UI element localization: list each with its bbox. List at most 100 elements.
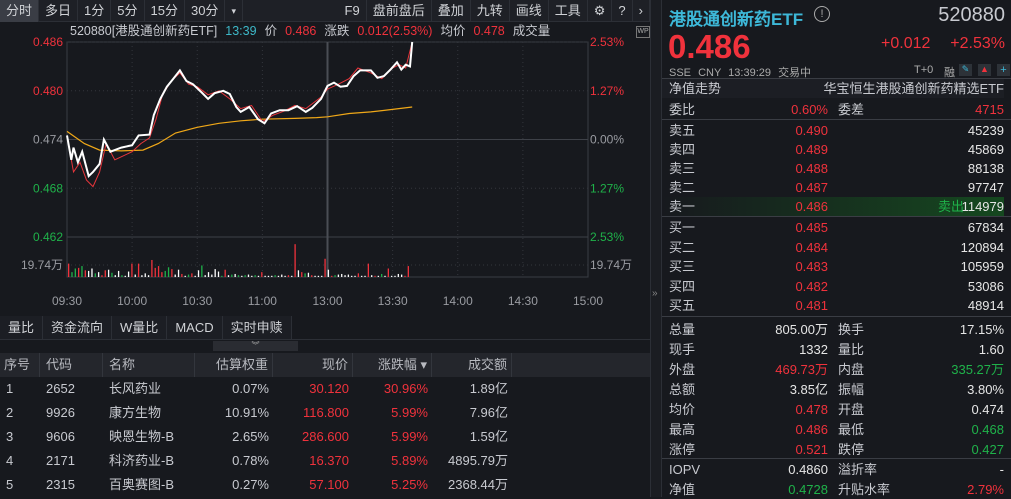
td-sequential-button[interactable]: 九转 bbox=[471, 0, 510, 22]
ask-level[interactable]: 卖三 0.488 88138 bbox=[662, 159, 1004, 178]
overlay-button[interactable]: 叠加 bbox=[432, 0, 471, 22]
level-price: 0.487 bbox=[795, 180, 828, 195]
tab-1min[interactable]: 1分 bbox=[78, 0, 112, 22]
nav-trend-row[interactable]: 净值走势 华宝恒生港股通创新药精选ETF bbox=[662, 79, 1004, 98]
volume-bar bbox=[397, 273, 399, 277]
info-icon[interactable]: ! bbox=[814, 6, 830, 22]
chart-panel: 分时 多日 1分 5分 15分 30分 ▾ F9 盘前盘后 叠加 九转 画线 工… bbox=[0, 0, 650, 497]
volume-bar bbox=[381, 273, 383, 277]
level-label: 买三 bbox=[669, 259, 696, 274]
ask-level[interactable]: 卖四 0.489 45869 bbox=[662, 140, 1004, 159]
x-tick: 13:00 bbox=[312, 294, 342, 308]
row-weight: 2.65% bbox=[232, 429, 269, 444]
gear-icon[interactable]: ⚙ bbox=[588, 0, 613, 22]
tab-intraday[interactable]: 分时 bbox=[0, 0, 40, 22]
collapse-icon[interactable]: ︾ bbox=[213, 341, 298, 351]
ask-level[interactable]: 卖一 0.486 卖出 114979 bbox=[662, 197, 1004, 216]
bid-level[interactable]: 买一 0.485 67834 bbox=[662, 218, 1004, 237]
volume-bar bbox=[147, 275, 150, 277]
tab-w-volume-ratio[interactable]: W量比 bbox=[112, 316, 168, 339]
level-volume: 45869 bbox=[967, 142, 1004, 157]
chevron-right-icon[interactable]: › bbox=[633, 0, 650, 22]
table-row[interactable]: 1 2652 长风药业 0.07% 30.120 30.96% 1.89亿 bbox=[0, 377, 650, 401]
bid-level[interactable]: 买四 0.482 53086 bbox=[662, 277, 1004, 296]
panel-divider[interactable]: » bbox=[650, 0, 662, 497]
col-weight[interactable]: 估算权重 bbox=[195, 353, 273, 377]
tab-30min[interactable]: 30分 bbox=[185, 0, 226, 22]
ask-level[interactable]: 卖五 0.490 45239 bbox=[662, 121, 1004, 140]
intraday-chart[interactable]: 0.486 0.480 0.474 0.468 0.462 2.53% 1.27% 0.00%… bbox=[0, 0, 650, 316]
f9-button[interactable]: F9 bbox=[339, 0, 367, 22]
stat-label: 现手 bbox=[669, 342, 696, 357]
row-code: 2315 bbox=[46, 477, 75, 492]
col-code[interactable]: 代码 bbox=[40, 353, 103, 377]
col-price[interactable]: 现价 bbox=[273, 353, 353, 377]
bid-level[interactable]: 买三 0.483 105959 bbox=[662, 257, 1004, 276]
col-turnover[interactable]: 成交额 bbox=[432, 353, 512, 377]
add-icon[interactable]: + bbox=[997, 64, 1010, 76]
col-name[interactable]: 名称 bbox=[103, 353, 195, 377]
stat-label: 总额 bbox=[669, 382, 696, 397]
more-periods-dropdown[interactable]: ▾ bbox=[225, 0, 243, 22]
row-name: 映恩生物-B bbox=[109, 429, 175, 444]
col-index[interactable]: 序号 bbox=[0, 353, 40, 377]
y-tick-right: 1.27% bbox=[590, 181, 624, 195]
volume-bar bbox=[111, 272, 113, 277]
bell-icon[interactable]: ▲ bbox=[978, 64, 991, 76]
tab-macd[interactable]: MACD bbox=[167, 316, 223, 339]
stat-label: 外盘 bbox=[669, 362, 696, 377]
level-price: 0.481 bbox=[795, 298, 828, 313]
row-code: 2171 bbox=[46, 453, 75, 468]
volume-bar bbox=[287, 275, 290, 277]
volume-bar bbox=[304, 273, 306, 277]
ask-level[interactable]: 卖二 0.487 97747 bbox=[662, 178, 1004, 197]
row-turnover: 1.59亿 bbox=[469, 429, 508, 444]
volume-bar bbox=[274, 275, 276, 277]
help-icon[interactable]: ? bbox=[612, 0, 633, 22]
stat-label: 换手 bbox=[838, 322, 865, 337]
volume-bar bbox=[151, 259, 153, 277]
stat-row: 净值 0.4728 升贴水率 2.79% bbox=[662, 480, 1004, 499]
expand-icon[interactable]: » bbox=[652, 288, 658, 299]
draw-button[interactable]: 画线 bbox=[510, 0, 549, 22]
volume-bar bbox=[241, 275, 243, 277]
table-row[interactable]: 2 9926 康方生物 10.91% 116.800 5.99% 7.96亿 bbox=[0, 401, 650, 425]
level-price: 0.490 bbox=[795, 123, 828, 138]
wp-icon[interactable]: WP bbox=[636, 26, 650, 38]
volume-bar bbox=[344, 275, 346, 277]
row-index: 1 bbox=[6, 381, 14, 396]
table-row[interactable]: 5 2315 百奥赛图-B 0.27% 57.100 5.25% 2368.44万 bbox=[0, 473, 650, 497]
volume-tick: 19.74万 bbox=[21, 258, 63, 272]
change-label: 涨跌 bbox=[324, 24, 350, 38]
volume-bar bbox=[324, 258, 326, 277]
table-row[interactable]: 4 2171 科济药业-B 0.78% 16.370 5.89% 4895.79万 bbox=[0, 449, 650, 473]
volume-bar bbox=[167, 267, 170, 277]
tab-volume-ratio[interactable]: 量比 bbox=[0, 316, 44, 339]
volume-bar bbox=[317, 275, 320, 277]
tab-fund-flow[interactable]: 资金流向 bbox=[43, 316, 113, 339]
edit-icon[interactable]: ✎ bbox=[959, 64, 972, 76]
level-volume: 120894 bbox=[960, 239, 1004, 255]
stat-value: 0.427 bbox=[971, 442, 1004, 457]
stat-row: 现手 1332 量比 1.60 bbox=[662, 340, 1004, 359]
col-change-pct[interactable]: 涨跌幅 ▾ bbox=[353, 353, 432, 377]
extended-hours-button[interactable]: 盘前盘后 bbox=[367, 0, 432, 22]
stat-label: 升贴水率 bbox=[838, 481, 891, 497]
tab-5min[interactable]: 5分 bbox=[111, 0, 145, 22]
stat-value: 1.60 bbox=[978, 342, 1004, 357]
tab-realtime-creation[interactable]: 实时申赎 bbox=[222, 316, 292, 339]
holdings-table: 序号 代码 名称 估算权重 现价 涨跌幅 ▾ 成交额 1 2652 长风药业 0.07… bbox=[0, 353, 650, 497]
level-label: 买四 bbox=[669, 278, 696, 294]
indicator-tabs: 量比 资金流向 W量比 MACD 实时申赎 bbox=[0, 316, 650, 340]
tab-multiday[interactable]: 多日 bbox=[39, 0, 79, 22]
bid-level[interactable]: 买五 0.481 48914 bbox=[662, 296, 1004, 315]
stat-label: IOPV bbox=[669, 462, 701, 477]
tab-15min[interactable]: 15分 bbox=[145, 0, 185, 22]
volume-bar bbox=[207, 272, 210, 277]
table-row[interactable]: 3 9606 映恩生物-B 2.65% 286.600 5.99% 1.59亿 bbox=[0, 425, 650, 449]
volume-bar bbox=[71, 272, 73, 277]
change-value: 0.012(2.53%) bbox=[357, 24, 433, 38]
bid-level[interactable]: 买二 0.484 120894 bbox=[662, 238, 1004, 257]
tools-button[interactable]: 工具 bbox=[549, 0, 588, 22]
t0-badge: T+0 bbox=[914, 64, 934, 76]
